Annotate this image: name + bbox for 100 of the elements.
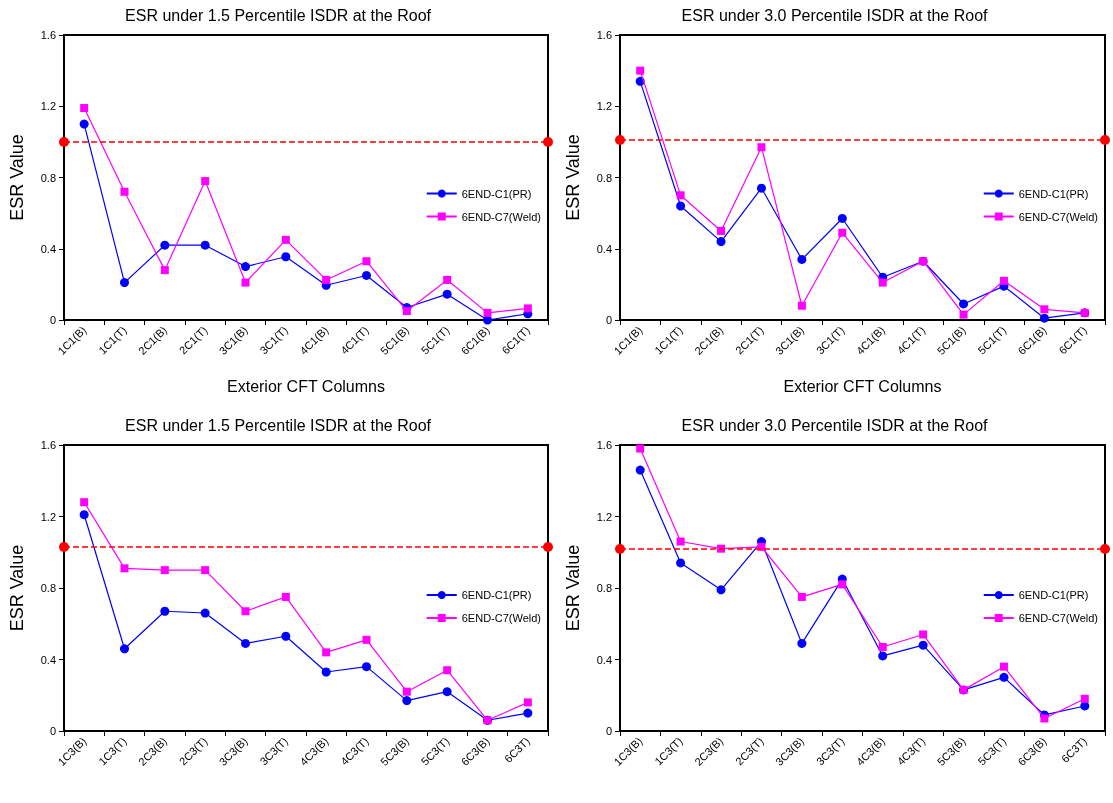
point: [635, 465, 645, 475]
point: [442, 289, 452, 299]
legend-label: 6END-C7(Weld): [461, 612, 542, 624]
legend-label: 6END-C7(Weld): [461, 210, 542, 223]
point: [200, 608, 210, 618]
y-tick-label: 0.4: [596, 653, 612, 666]
legend-label: 6END-C1(PR): [1018, 187, 1089, 200]
x-axis-title: Exterior CFT Columns: [783, 377, 942, 395]
point: [120, 187, 129, 196]
point: [676, 191, 685, 200]
y-axis-title: ESR Value: [7, 544, 27, 632]
point: [443, 275, 452, 284]
point: [402, 696, 412, 706]
chart-title: ESR under 3.0 Percentile ISDR at the Roof: [681, 6, 989, 24]
point: [79, 510, 89, 520]
point: [160, 240, 170, 250]
point: [201, 177, 210, 186]
y-tick-label: 0.8: [40, 582, 56, 594]
y-tick-label: 1.2: [596, 510, 612, 523]
point: [402, 307, 411, 316]
point: [79, 119, 89, 129]
point: [837, 213, 847, 223]
y-tick-label: 0.4: [596, 242, 612, 255]
point: [443, 666, 452, 675]
point: [918, 640, 928, 650]
y-tick-label: 0.4: [40, 653, 56, 666]
point: [1080, 694, 1089, 703]
y-axis-title: ESR Value: [7, 134, 27, 221]
legend-label: 6END-C1(PR): [461, 187, 532, 200]
point: [362, 635, 371, 644]
point: [878, 278, 887, 287]
point: [160, 266, 169, 275]
chart-title: ESR under 1.5 Percentile ISDR at the Roof: [125, 6, 432, 24]
point: [797, 638, 807, 648]
y-tick-label: 1.6: [596, 439, 612, 451]
point: [362, 270, 371, 280]
point: [281, 252, 291, 262]
y-tick-label: 1.6: [40, 439, 56, 451]
point: [362, 257, 371, 266]
point: [80, 104, 89, 113]
point: [676, 201, 686, 211]
point: [838, 228, 847, 237]
point: [442, 687, 452, 697]
point: [321, 667, 331, 677]
y-tick-label: 0.8: [596, 171, 612, 184]
point: [756, 183, 766, 193]
point: [1040, 714, 1049, 723]
point: [80, 498, 89, 507]
point: [797, 592, 806, 601]
point: [241, 262, 250, 272]
y-tick-label: 0: [49, 314, 56, 326]
y-axis-title: ESR Value: [563, 544, 583, 632]
point: [120, 564, 129, 573]
point: [676, 558, 686, 568]
point: [999, 276, 1008, 285]
point: [999, 662, 1008, 671]
chart-title: ESR under 3.0 Percentile ISDR at the Roof: [681, 416, 989, 434]
point: [878, 642, 887, 651]
y-tick-label: 1.2: [40, 100, 56, 113]
point: [241, 607, 250, 616]
point: [1040, 305, 1049, 314]
point: [362, 662, 371, 672]
point: [120, 644, 129, 654]
point: [241, 278, 250, 287]
point: [919, 630, 928, 639]
point: [322, 275, 331, 284]
point: [322, 648, 331, 657]
y-tick-label: 1.2: [596, 100, 612, 113]
y-tick-label: 0.4: [40, 242, 56, 255]
point: [716, 237, 726, 247]
point: [160, 606, 170, 616]
y-tick-label: 0: [49, 725, 56, 737]
point: [523, 698, 532, 707]
point: [636, 444, 645, 453]
point: [878, 651, 888, 661]
y-tick-label: 0: [605, 725, 612, 737]
y-tick-label: 0.8: [596, 582, 612, 594]
legend-label: 6END-C7(Weld): [1018, 612, 1099, 624]
y-tick-label: 1.6: [40, 29, 56, 41]
point: [241, 638, 250, 648]
legend-label: 6END-C7(Weld): [1018, 210, 1099, 223]
point: [523, 304, 532, 313]
point: [838, 580, 847, 589]
point: [1039, 313, 1049, 323]
point: [717, 226, 726, 235]
y-tick-label: 1.6: [596, 29, 612, 41]
point: [636, 66, 645, 75]
legend-label: 6END-C1(PR): [1018, 589, 1089, 601]
point: [120, 278, 129, 288]
point: [200, 240, 210, 250]
point: [402, 687, 411, 696]
point: [999, 672, 1009, 682]
y-tick-label: 0.8: [40, 171, 56, 184]
point: [676, 537, 685, 546]
point: [797, 301, 806, 310]
legend-label: 6END-C1(PR): [461, 589, 532, 601]
point: [757, 143, 766, 152]
y-tick-label: 0: [605, 314, 612, 326]
point: [281, 235, 290, 244]
point: [523, 708, 533, 718]
